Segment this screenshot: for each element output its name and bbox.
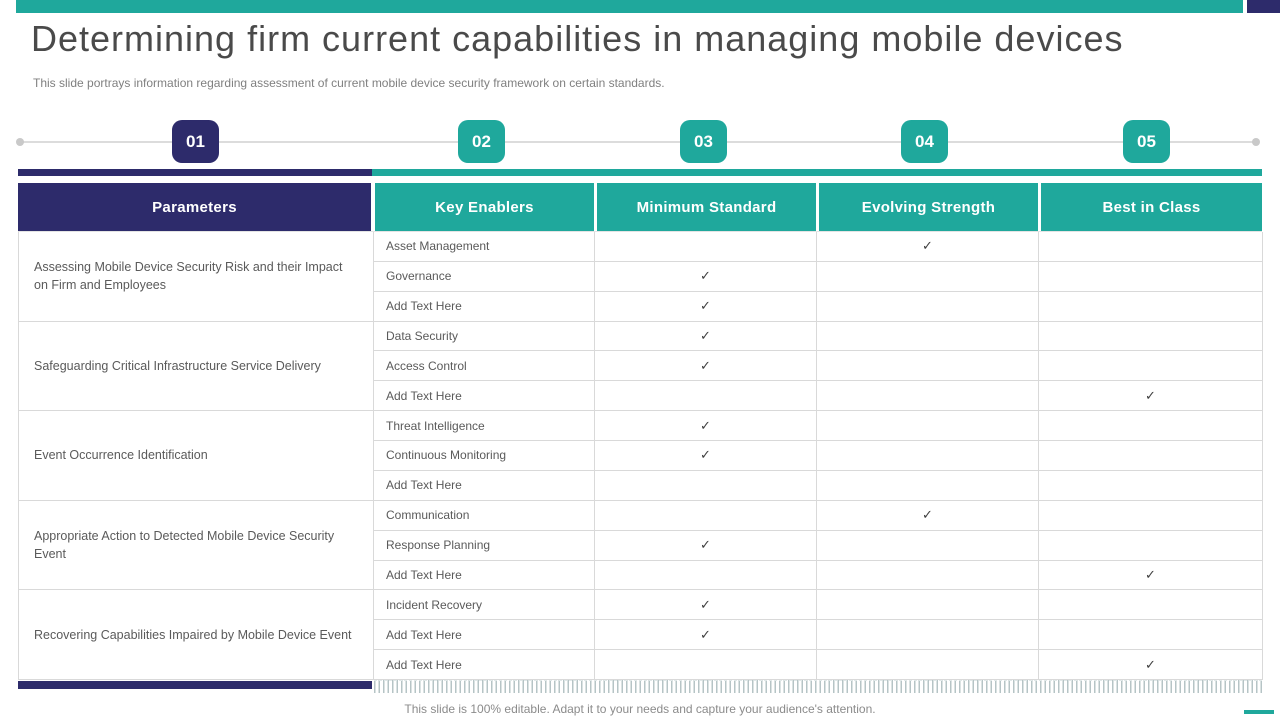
check-cell — [1039, 441, 1263, 471]
check-cell — [595, 560, 817, 591]
enabler-cell: Asset Management — [374, 232, 595, 262]
check-cell: ✓ — [595, 321, 817, 352]
enabler-cell: Add Text Here — [374, 381, 595, 412]
check-cell — [1039, 291, 1263, 322]
check-cell — [595, 500, 817, 531]
check-cell: ✓ — [1039, 381, 1263, 412]
capability-table-body: Assessing Mobile Device Security Risk an… — [18, 231, 1263, 680]
check-cell — [817, 261, 1039, 292]
check-cell: ✓ — [595, 291, 817, 322]
editable-note: This slide is 100% editable. Adapt it to… — [404, 702, 876, 716]
check-cell — [1039, 590, 1263, 621]
enabler-cell: Add Text Here — [374, 470, 595, 501]
enabler-cell: Add Text Here — [374, 560, 595, 591]
check-cell: ✓ — [595, 261, 817, 292]
check-cell: ✓ — [595, 590, 817, 621]
check-cell — [1039, 232, 1263, 262]
step-badge-02: 02 — [458, 120, 505, 163]
check-cell — [1039, 261, 1263, 292]
check-cell — [817, 650, 1039, 680]
check-cell — [817, 411, 1039, 442]
enabler-cell: Data Security — [374, 321, 595, 352]
enabler-cell: Governance — [374, 261, 595, 292]
check-cell — [1039, 321, 1263, 352]
parameter-cell: Safeguarding Critical Infrastructure Ser… — [19, 321, 374, 412]
footer-teal-dash — [1244, 710, 1274, 714]
check-cell: ✓ — [817, 232, 1039, 262]
step-badge-04: 04 — [901, 120, 948, 163]
check-cell: ✓ — [595, 351, 817, 382]
parameter-cell: Event Occurrence Identification — [19, 411, 374, 501]
column-header-parameters: Parameters — [18, 183, 371, 231]
parameter-cell: Appropriate Action to Detected Mobile De… — [19, 500, 374, 591]
parameter-cell: Assessing Mobile Device Security Risk an… — [19, 232, 374, 322]
enabler-cell: Add Text Here — [374, 620, 595, 651]
column-header-minimum-standard: Minimum Standard — [597, 183, 816, 231]
step-badge-05: 05 — [1123, 120, 1170, 163]
check-cell: ✓ — [595, 441, 817, 471]
enabler-cell: Threat Intelligence — [374, 411, 595, 442]
check-cell — [817, 321, 1039, 352]
check-cell — [595, 470, 817, 501]
check-cell — [817, 351, 1039, 382]
check-cell: ✓ — [595, 620, 817, 651]
check-cell — [595, 381, 817, 412]
bottom-progress-bar-hatched — [374, 680, 1262, 693]
check-cell — [817, 590, 1039, 621]
check-cell — [1039, 411, 1263, 442]
step-badge-03: 03 — [680, 120, 727, 163]
check-cell — [817, 470, 1039, 501]
check-cell — [1039, 530, 1263, 561]
check-cell: ✓ — [1039, 650, 1263, 680]
check-cell — [1039, 500, 1263, 531]
column-header-evolving-strength: Evolving Strength — [819, 183, 1038, 231]
check-cell — [1039, 470, 1263, 501]
parameter-cell: Recovering Capabilities Impaired by Mobi… — [19, 590, 374, 680]
stepper-start-dot — [16, 138, 24, 146]
check-cell — [817, 560, 1039, 591]
step-badge-01: 01 — [172, 120, 219, 163]
check-cell — [1039, 620, 1263, 651]
enabler-cell: Add Text Here — [374, 291, 595, 322]
enabler-cell: Access Control — [374, 351, 595, 382]
stepper-progress-bar-rest — [372, 169, 1262, 176]
stepper-progress-bar-active — [18, 169, 372, 176]
bottom-progress-bar-active — [18, 681, 372, 689]
page-subtitle: This slide portrays information regardin… — [33, 76, 665, 90]
enabler-cell: Incident Recovery — [374, 590, 595, 621]
check-cell — [595, 650, 817, 680]
check-cell — [817, 441, 1039, 471]
page-title: Determining firm current capabilities in… — [31, 18, 1124, 59]
column-header-key-enablers: Key Enablers — [375, 183, 594, 231]
enabler-cell: Communication — [374, 500, 595, 531]
enabler-cell: Continuous Monitoring — [374, 441, 595, 471]
check-cell — [817, 291, 1039, 322]
check-cell — [817, 381, 1039, 412]
check-cell — [595, 232, 817, 262]
check-cell: ✓ — [595, 411, 817, 442]
check-cell — [817, 530, 1039, 561]
check-cell: ✓ — [595, 530, 817, 561]
column-header-best-in-class: Best in Class — [1041, 183, 1262, 231]
top-accent-bar-teal — [16, 0, 1243, 13]
check-cell: ✓ — [1039, 560, 1263, 591]
check-cell — [817, 620, 1039, 651]
check-cell — [1039, 351, 1263, 382]
top-accent-bar-navy — [1247, 0, 1280, 13]
stepper-line — [20, 141, 1258, 143]
enabler-cell: Response Planning — [374, 530, 595, 561]
check-cell: ✓ — [817, 500, 1039, 531]
stepper-end-dot — [1252, 138, 1260, 146]
enabler-cell: Add Text Here — [374, 650, 595, 680]
